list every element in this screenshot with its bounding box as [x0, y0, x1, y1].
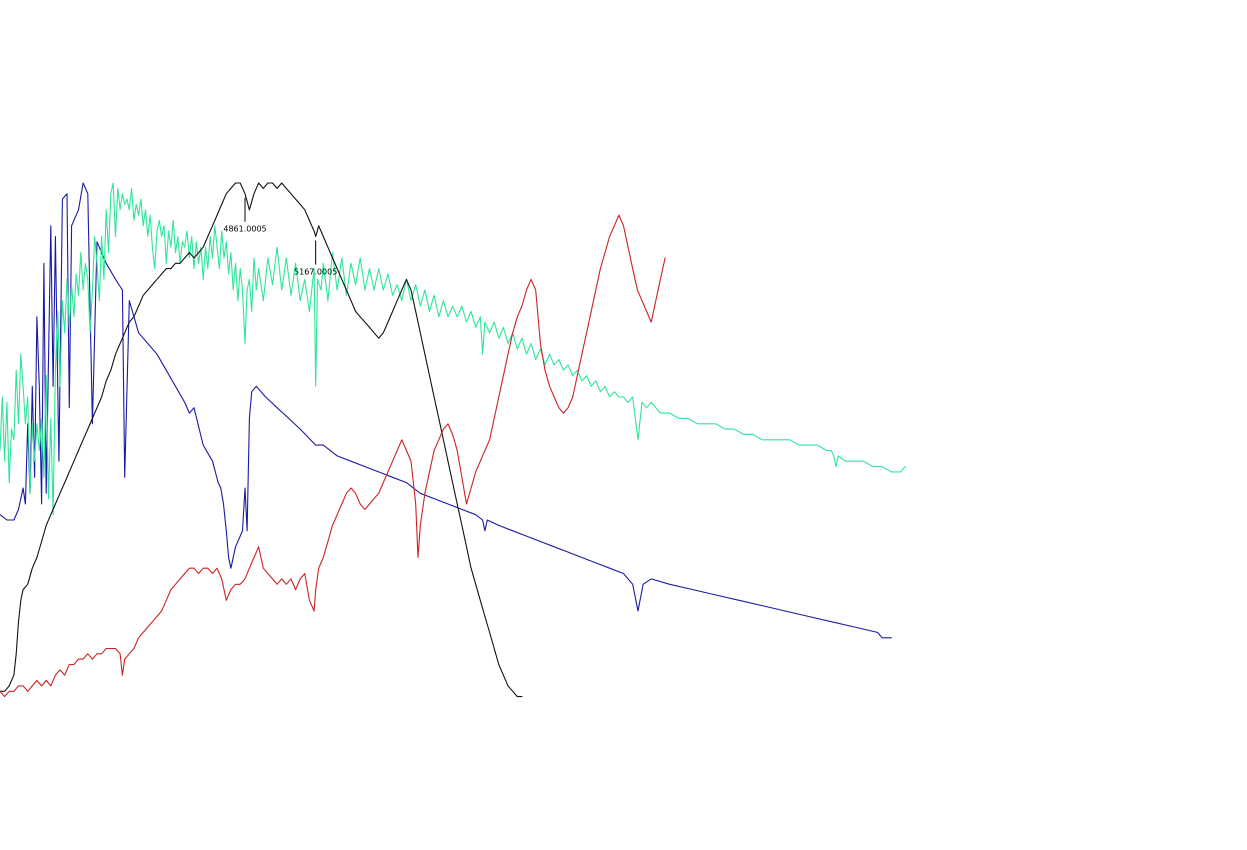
series-line-4: [0, 214, 666, 698]
annotation-layer: 4861.0005 5167.0005: [223, 197, 337, 277]
annotation-label-1: 4861.0005: [223, 225, 266, 234]
series-line-1: [0, 182, 892, 639]
series-layer: [0, 182, 906, 698]
annotation-label-2: 5167.0005: [294, 268, 337, 277]
series-line-3: [0, 182, 523, 698]
series-line-2: [0, 182, 906, 516]
